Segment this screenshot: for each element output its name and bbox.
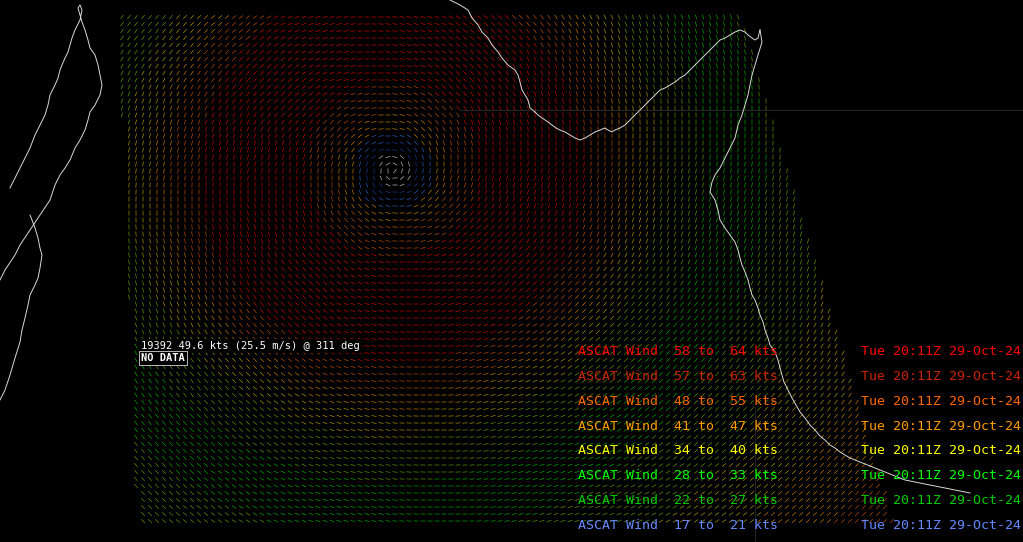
Text: Tue 20:11Z 29-Oct-24: Tue 20:11Z 29-Oct-24 [861,370,1021,383]
Text: Tue 20:11Z 29-Oct-24: Tue 20:11Z 29-Oct-24 [861,345,1021,358]
Text: ASCAT Wind  17 to  21 kts: ASCAT Wind 17 to 21 kts [578,519,779,532]
Text: NO DATA: NO DATA [141,353,185,363]
Text: 19392 49.6 kts (25.5 m/s) @ 311 deg: 19392 49.6 kts (25.5 m/s) @ 311 deg [141,341,360,351]
Text: ASCAT Wind  48 to  55 kts: ASCAT Wind 48 to 55 kts [578,395,779,408]
Text: ASCAT Wind  58 to  64 kts: ASCAT Wind 58 to 64 kts [578,345,779,358]
Text: Tue 20:11Z 29-Oct-24: Tue 20:11Z 29-Oct-24 [861,444,1021,457]
Text: ASCAT Wind  28 to  33 kts: ASCAT Wind 28 to 33 kts [578,469,779,482]
Text: ASCAT Wind  57 to  63 kts: ASCAT Wind 57 to 63 kts [578,370,779,383]
Text: Tue 20:11Z 29-Oct-24: Tue 20:11Z 29-Oct-24 [861,395,1021,408]
Text: ASCAT Wind  41 to  47 kts: ASCAT Wind 41 to 47 kts [578,420,779,433]
Text: ASCAT Wind  22 to  27 kts: ASCAT Wind 22 to 27 kts [578,494,779,507]
Text: Tue 20:11Z 29-Oct-24: Tue 20:11Z 29-Oct-24 [861,494,1021,507]
Text: Tue 20:11Z 29-Oct-24: Tue 20:11Z 29-Oct-24 [861,420,1021,433]
Text: Tue 20:11Z 29-Oct-24: Tue 20:11Z 29-Oct-24 [861,519,1021,532]
Text: Tue 20:11Z 29-Oct-24: Tue 20:11Z 29-Oct-24 [861,469,1021,482]
Text: ASCAT Wind  34 to  40 kts: ASCAT Wind 34 to 40 kts [578,444,779,457]
